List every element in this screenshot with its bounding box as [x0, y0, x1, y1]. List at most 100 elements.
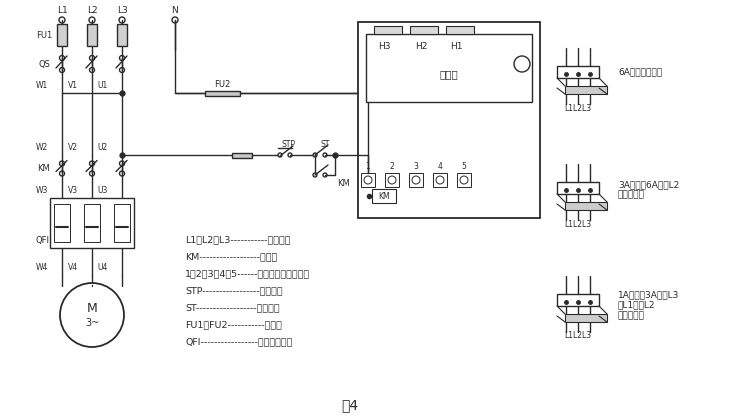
- Bar: [372, 189, 396, 203]
- Bar: [457, 173, 471, 187]
- Bar: [410, 26, 438, 34]
- Circle shape: [59, 67, 64, 72]
- Text: L1、L2、L3-----------三相电源: L1、L2、L3-----------三相电源: [185, 235, 290, 245]
- Text: QS: QS: [38, 59, 50, 68]
- Bar: [374, 26, 402, 34]
- Bar: [205, 91, 240, 96]
- Bar: [433, 173, 447, 187]
- Bar: [565, 86, 607, 94]
- Circle shape: [278, 153, 282, 157]
- Text: ST: ST: [320, 140, 330, 148]
- Text: L2: L2: [87, 5, 98, 15]
- Text: 1A以上，3A以下L3
、L1两次L2
相三次穿心: 1A以上，3A以下L3 、L1两次L2 相三次穿心: [618, 290, 680, 320]
- Circle shape: [514, 56, 530, 72]
- Bar: [114, 204, 130, 242]
- Text: 图4: 图4: [341, 398, 358, 412]
- Text: V2: V2: [68, 142, 78, 152]
- Circle shape: [288, 153, 292, 157]
- Bar: [385, 173, 399, 187]
- Bar: [87, 23, 97, 47]
- Text: 3: 3: [413, 161, 419, 171]
- Text: W4: W4: [36, 264, 48, 272]
- Text: W2: W2: [36, 142, 48, 152]
- Circle shape: [323, 153, 327, 157]
- Text: U3: U3: [98, 186, 108, 194]
- Bar: [565, 314, 607, 322]
- Text: U4: U4: [98, 264, 108, 272]
- Text: L1L2L3: L1L2L3: [565, 220, 592, 228]
- Circle shape: [412, 176, 420, 184]
- Circle shape: [119, 55, 124, 60]
- Circle shape: [172, 17, 178, 23]
- Circle shape: [313, 173, 317, 177]
- Text: FU1、FU2-----------熔断器: FU1、FU2-----------熔断器: [185, 321, 282, 329]
- Text: W3: W3: [36, 186, 48, 194]
- Text: U2: U2: [98, 142, 108, 152]
- Circle shape: [60, 283, 124, 347]
- Circle shape: [89, 17, 95, 23]
- Circle shape: [388, 176, 396, 184]
- Text: L1: L1: [57, 5, 68, 15]
- Text: N: N: [172, 5, 178, 15]
- Text: KM: KM: [38, 163, 50, 173]
- Circle shape: [119, 171, 124, 176]
- Text: 保护器: 保护器: [440, 69, 458, 79]
- Bar: [557, 182, 599, 194]
- Text: KM: KM: [378, 191, 390, 201]
- Text: H2: H2: [415, 41, 428, 51]
- Text: STP: STP: [281, 140, 295, 148]
- Text: V1: V1: [68, 80, 78, 90]
- Bar: [446, 26, 474, 34]
- Text: FU2: FU2: [214, 80, 231, 88]
- Circle shape: [323, 173, 327, 177]
- Text: H1: H1: [450, 41, 462, 51]
- Text: KM------------------接触器: KM------------------接触器: [185, 253, 278, 261]
- Text: QFI-----------------电动机保护器: QFI-----------------电动机保护器: [185, 337, 292, 347]
- Circle shape: [89, 55, 94, 60]
- Bar: [232, 153, 252, 158]
- Bar: [117, 23, 127, 47]
- Circle shape: [119, 17, 125, 23]
- Text: W1: W1: [36, 80, 48, 90]
- Text: ST------------------启动按鈕: ST------------------启动按鈕: [185, 303, 280, 313]
- Text: U1: U1: [98, 80, 108, 90]
- Bar: [409, 173, 423, 187]
- Bar: [557, 294, 599, 306]
- Text: L1L2L3: L1L2L3: [565, 103, 592, 112]
- Circle shape: [59, 171, 64, 176]
- Text: V4: V4: [68, 264, 78, 272]
- Text: M: M: [86, 302, 98, 315]
- Bar: [565, 202, 607, 210]
- Text: V3: V3: [68, 186, 78, 194]
- Circle shape: [59, 55, 64, 60]
- Text: L3: L3: [117, 5, 128, 15]
- Bar: [50, 198, 134, 248]
- Text: H3: H3: [378, 41, 390, 51]
- Text: 6A以上一次穿心: 6A以上一次穿心: [618, 67, 662, 77]
- Text: 1: 1: [366, 161, 370, 171]
- Circle shape: [59, 161, 64, 166]
- Circle shape: [436, 176, 444, 184]
- Bar: [358, 22, 540, 218]
- Text: 1、2、3、4、5------保护器接线端子号码: 1、2、3、4、5------保护器接线端子号码: [185, 269, 310, 279]
- Text: 4: 4: [437, 161, 442, 171]
- Text: QFI: QFI: [35, 235, 49, 245]
- Bar: [84, 204, 100, 242]
- Text: FU1: FU1: [36, 31, 52, 39]
- Bar: [54, 204, 70, 242]
- Text: KM: KM: [337, 178, 350, 187]
- Text: STP-----------------停止按鈕: STP-----------------停止按鈕: [185, 287, 283, 295]
- Circle shape: [89, 67, 94, 72]
- Circle shape: [89, 171, 94, 176]
- Text: L1L2L3: L1L2L3: [565, 331, 592, 341]
- Text: 3~: 3~: [85, 318, 99, 328]
- Circle shape: [59, 17, 65, 23]
- Bar: [57, 23, 67, 47]
- Circle shape: [313, 153, 317, 157]
- Circle shape: [89, 161, 94, 166]
- Circle shape: [119, 161, 124, 166]
- Circle shape: [364, 176, 372, 184]
- Bar: [366, 34, 532, 102]
- Bar: [361, 173, 375, 187]
- Text: 5: 5: [461, 161, 466, 171]
